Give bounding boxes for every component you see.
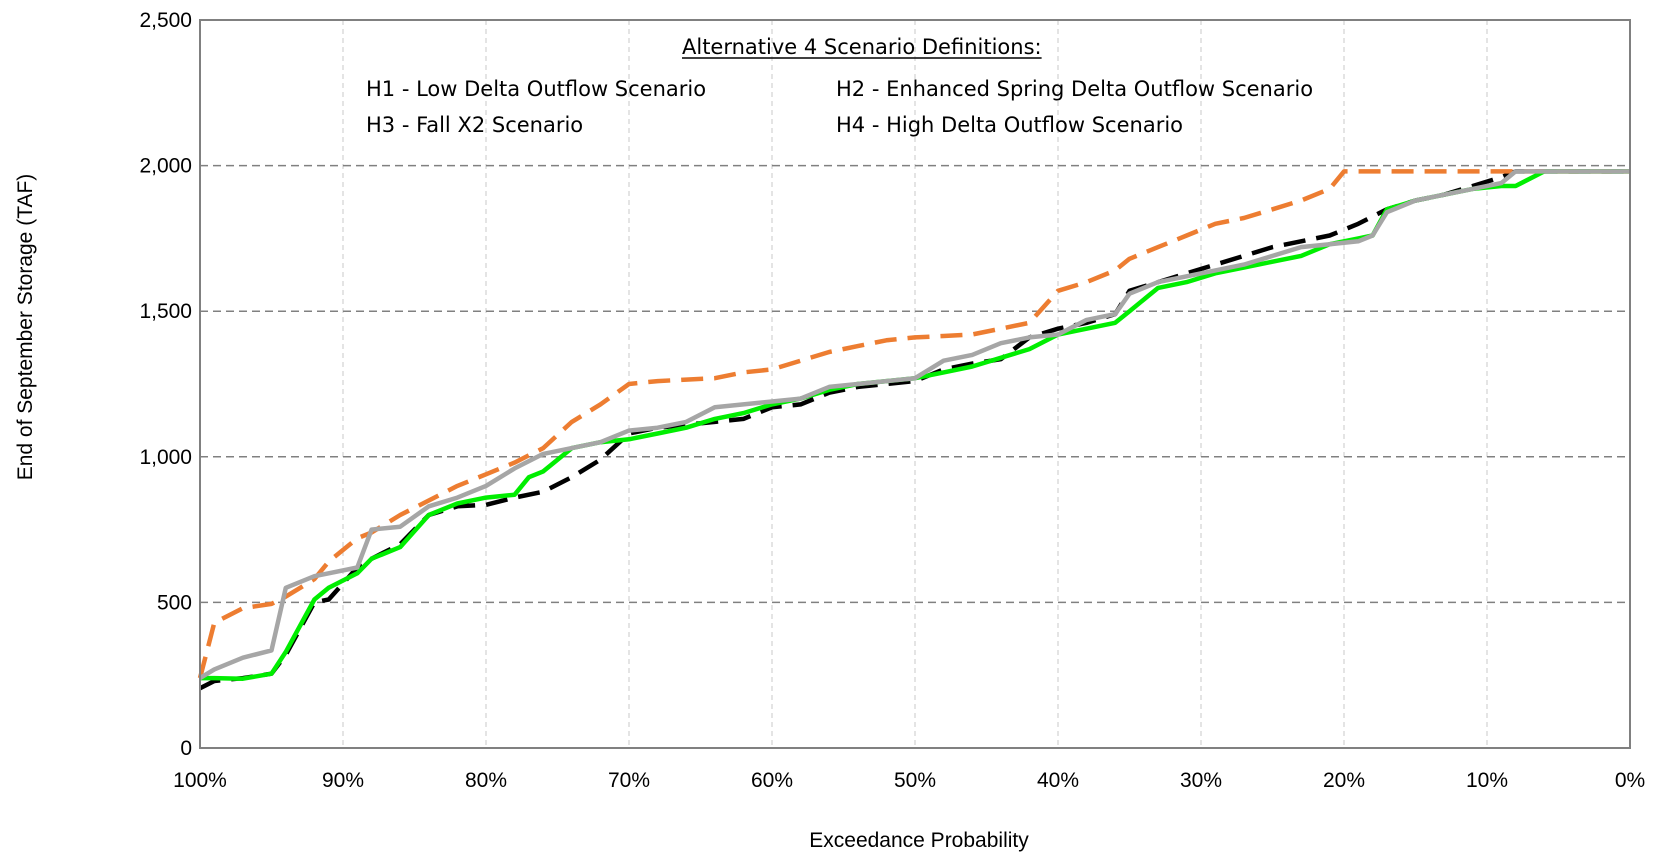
x-tick-label: 50% bbox=[894, 769, 936, 792]
gridlines bbox=[200, 20, 1630, 748]
x-tick-label: 60% bbox=[751, 769, 793, 792]
annotation-heading: Alternative 4 Scenario Definitions: bbox=[682, 35, 1042, 59]
series-line-2 bbox=[197, 169, 1630, 679]
y-axis-title: End of September Storage (TAF) bbox=[14, 174, 37, 481]
x-tick-label: 10% bbox=[1466, 769, 1508, 792]
x-tick-label: 0% bbox=[1615, 769, 1645, 792]
y-tick-label: 1,000 bbox=[139, 446, 192, 469]
x-tick-label: 80% bbox=[465, 769, 507, 792]
x-tick-label: 20% bbox=[1323, 769, 1365, 792]
annotation-item-h3: H3 - Fall X2 Scenario bbox=[366, 113, 583, 137]
y-tick-label: 0 bbox=[180, 737, 192, 760]
annotation-item-h1: H1 - Low Delta Outflow Scenario bbox=[366, 77, 706, 101]
series-lines bbox=[197, 169, 1630, 691]
series-line-4 bbox=[198, 169, 1630, 681]
x-tick-label: 70% bbox=[608, 769, 650, 792]
x-tick-label: 30% bbox=[1180, 769, 1222, 792]
x-axis-title: Exceedance Probability bbox=[809, 829, 1029, 852]
y-tick-label: 2,000 bbox=[139, 155, 192, 178]
y-tick-label: 2,500 bbox=[139, 9, 192, 32]
tick-labels: 100% 90% 80% 70% 60% 50% 40% 30% 20% 10% 0% 0 500 1,0… bbox=[139, 9, 1645, 792]
annotation-item-h4: H4 - High Delta Outflow Scenario bbox=[836, 113, 1183, 137]
x-tick-label: 40% bbox=[1037, 769, 1079, 792]
scenario-definitions-annotation: Alternative 4 Scenario Definitions: H1 -… bbox=[366, 35, 1313, 137]
annotation-item-h2: H2 - Enhanced Spring Delta Outflow Scena… bbox=[836, 77, 1313, 101]
plot-area-frame bbox=[199, 19, 1631, 749]
x-tick-label: 100% bbox=[173, 769, 227, 792]
y-tick-label: 1,500 bbox=[139, 300, 192, 323]
x-tick-label: 90% bbox=[322, 769, 364, 792]
y-tick-label: 500 bbox=[157, 591, 192, 614]
